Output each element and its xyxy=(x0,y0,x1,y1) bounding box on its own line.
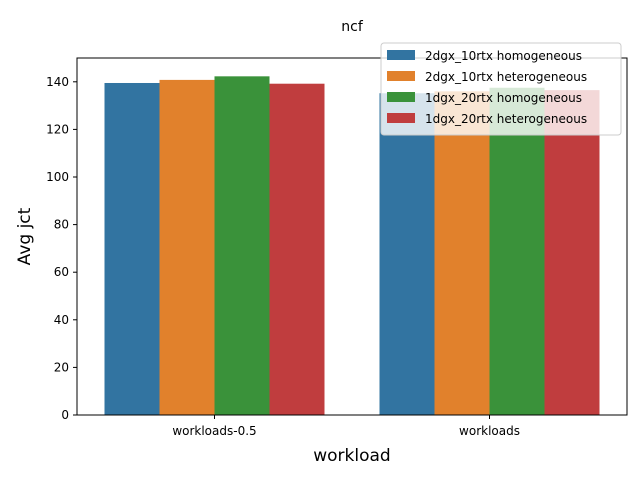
x-axis-label: workload xyxy=(313,446,390,466)
bar-3-1 xyxy=(214,76,270,416)
x-tick-label: workloads xyxy=(459,424,520,438)
legend-swatch xyxy=(387,92,415,102)
chart-title: ncf xyxy=(341,19,364,35)
legend-label: 1dgx_20rtx homogeneous xyxy=(425,91,582,105)
bar-2-1 xyxy=(159,79,215,415)
legend-swatch xyxy=(387,50,415,60)
y-tick-label: 0 xyxy=(61,408,69,422)
bar-2-2 xyxy=(434,91,490,415)
bar-1-2 xyxy=(379,93,435,415)
plot-frame xyxy=(76,57,628,416)
x-axis-ticks: workloads-0.5 workloads xyxy=(172,415,520,438)
bar-1-1 xyxy=(104,82,160,416)
y-tick-label: 140 xyxy=(46,75,69,89)
y-tick-label: 100 xyxy=(46,170,69,184)
legend: 2dgx_10rtx homogeneous 2dgx_10rtx heterog… xyxy=(380,42,622,136)
x-tick-label: workloads-0.5 xyxy=(172,424,256,438)
legend-box xyxy=(380,42,622,136)
y-axis-label: Avg jct xyxy=(15,207,35,265)
y-tick-label: 20 xyxy=(54,360,69,374)
y-tick-label: 60 xyxy=(54,265,69,279)
bar-3-2 xyxy=(489,87,545,415)
bars-group xyxy=(104,76,600,416)
bar-4-2 xyxy=(544,90,600,415)
y-tick-label: 40 xyxy=(54,313,69,327)
legend-swatch xyxy=(387,71,415,81)
y-axis-ticks: 0 20 40 60 80 100 120 140 xyxy=(46,75,77,422)
y-tick-label: 80 xyxy=(54,218,69,232)
legend-label: 2dgx_10rtx heterogeneous xyxy=(425,70,587,84)
y-tick-label: 120 xyxy=(46,122,69,136)
legend-label: 2dgx_10rtx homogeneous xyxy=(425,49,582,63)
bar-4-1 xyxy=(269,83,325,415)
legend-swatch xyxy=(387,113,415,123)
legend-label: 1dgx_20rtx heterogeneous xyxy=(425,112,587,126)
